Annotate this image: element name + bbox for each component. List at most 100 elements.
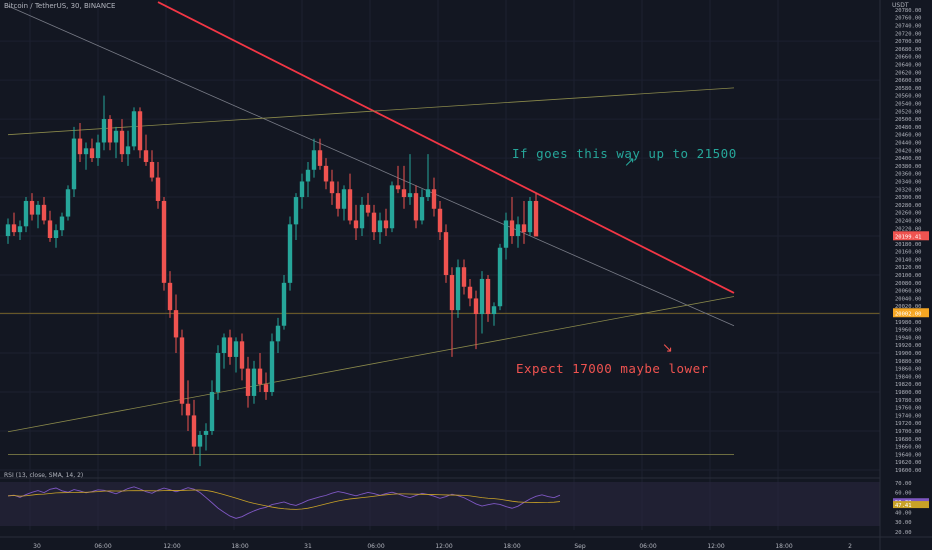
price-tick: 20500.00 [895, 117, 922, 123]
candle-body [149, 161, 155, 178]
candle-body [329, 181, 335, 194]
candle-body [347, 189, 353, 221]
price-tick: 20640.00 [895, 62, 922, 68]
price-tick: 19840.00 [895, 374, 922, 380]
price-tick: 20440.00 [895, 140, 922, 146]
candle-body [317, 150, 323, 166]
candle-body [101, 119, 107, 143]
price-tick: 20040.00 [895, 296, 922, 302]
candle-body [335, 193, 341, 209]
candle-body [191, 415, 197, 447]
candle-body [47, 220, 53, 238]
candle-body [113, 130, 119, 143]
price-tick: 19800.00 [895, 390, 922, 396]
candle-body [17, 226, 23, 233]
price-tick: 20420.00 [895, 148, 922, 154]
candle-body [419, 197, 425, 221]
candle-body [83, 148, 89, 155]
candle-body [455, 267, 461, 311]
price-tick: 20780.00 [895, 8, 922, 14]
candle-body [209, 392, 215, 432]
candle-body [227, 337, 233, 357]
candle-body [77, 138, 83, 155]
time-tick: 06:00 [367, 543, 384, 550]
price-tick: 20280.00 [895, 203, 922, 209]
time-tick: 18:00 [775, 543, 792, 550]
rsi-tick: 40.00 [895, 510, 912, 516]
price-tick: 19600.00 [895, 468, 922, 474]
candle-body [449, 275, 455, 311]
candle-body [125, 146, 131, 155]
candle-body [413, 193, 419, 221]
trendline-0 [157, 1, 735, 294]
candle-body [275, 325, 281, 342]
bear-annotation[interactable]: Expect 17000 maybe lower [516, 361, 709, 376]
price-tick: 19820.00 [895, 382, 922, 388]
arrow-down-icon[interactable]: ↘ [662, 341, 673, 356]
candle-body [521, 224, 527, 233]
time-tick: 2 [848, 543, 852, 550]
arrow-up-icon[interactable]: ↗ [624, 155, 635, 170]
trendline-3 [7, 296, 735, 433]
price-tick: 20700.00 [895, 39, 922, 45]
candle-body [527, 200, 533, 233]
candle-body [263, 384, 269, 393]
candle-body [425, 189, 431, 198]
rsi-tick: 70.00 [895, 481, 912, 487]
price-tick: 19620.00 [895, 460, 922, 466]
candle-body [233, 341, 239, 357]
price-tick: 20560.00 [895, 94, 922, 100]
candle-body [65, 189, 71, 217]
candle-body [515, 224, 521, 237]
price-tick: 20480.00 [895, 125, 922, 131]
time-tick: 18:00 [231, 543, 248, 550]
candle-body [71, 138, 77, 190]
time-tick: Sep [574, 543, 586, 550]
price-tick: 20240.00 [895, 218, 922, 224]
price-tick: 20160.00 [895, 250, 922, 256]
trendline-2 [7, 87, 735, 136]
candle-body [269, 341, 275, 393]
price-tick: 19940.00 [895, 335, 922, 341]
candle-body [251, 368, 257, 396]
candle-body [137, 111, 143, 151]
price-tick: 20260.00 [895, 211, 922, 217]
candle-body [23, 200, 29, 227]
candle-body [503, 220, 509, 248]
candle-body [35, 204, 41, 215]
level-label: 20002.00 [895, 311, 922, 317]
time-tick: 30 [33, 543, 41, 550]
candle-body [533, 200, 539, 237]
last-price-tag [893, 231, 929, 241]
price-tick: 19640.00 [895, 452, 922, 458]
candle-body [401, 189, 407, 198]
rsi-sma-line [7, 489, 561, 510]
candle-body [203, 431, 209, 435]
price-tick: 20740.00 [895, 23, 922, 29]
candle-body [59, 216, 65, 231]
candle-body [359, 204, 365, 229]
price-tick: 20760.00 [895, 16, 922, 22]
rsi-line [7, 486, 561, 519]
price-tick: 20680.00 [895, 47, 922, 53]
time-tick: 31 [304, 543, 312, 550]
level-tag [893, 308, 929, 318]
price-tick: 19680.00 [895, 437, 922, 443]
candle-body [467, 286, 473, 299]
candle-body [215, 353, 221, 393]
bull-annotation[interactable]: If goes this way up to 21500 [512, 146, 737, 161]
candle-body [53, 230, 59, 238]
candle-body [221, 337, 227, 354]
price-tick: 20400.00 [895, 156, 922, 162]
candle-body [299, 181, 305, 198]
price-tick: 19780.00 [895, 398, 922, 404]
rsi-title[interactable]: RSI (13, close, SMA, 14, 2) [4, 472, 84, 479]
candle-body [473, 298, 479, 315]
candle-body [107, 119, 113, 143]
price-tick: 19760.00 [895, 406, 922, 412]
candle-body [197, 434, 203, 447]
candle-body [173, 310, 179, 338]
price-tick: 19880.00 [895, 359, 922, 365]
symbol-title[interactable]: Bitcoin / TetherUS, 30, BINANCE [4, 2, 116, 10]
